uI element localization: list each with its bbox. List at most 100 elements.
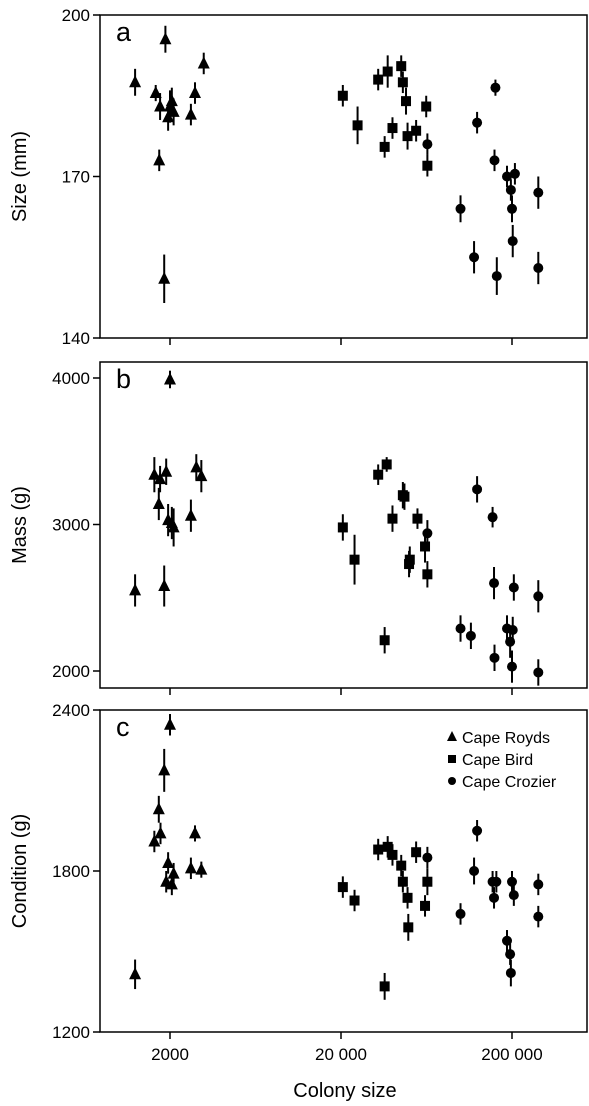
data-point — [422, 139, 433, 150]
y-tick-label: 2000 — [52, 662, 90, 681]
legend-label: Cape Royds — [462, 730, 550, 747]
data-point — [420, 900, 431, 911]
data-point — [381, 459, 392, 470]
data-point — [129, 75, 142, 88]
data-point — [129, 967, 142, 980]
y-tick-label: 2400 — [52, 701, 90, 720]
data-point — [167, 866, 180, 879]
data-point — [403, 922, 414, 933]
series-cape-bird — [337, 457, 433, 654]
data-point — [402, 892, 413, 903]
series-cape-crozier — [422, 79, 544, 295]
data-point — [489, 892, 500, 903]
data-point — [160, 464, 173, 477]
data-point — [373, 844, 384, 855]
legend: Cape Royds Cape Bird Cape Crozier — [447, 730, 557, 791]
data-point — [411, 847, 422, 858]
y-tick-label: 170 — [62, 168, 90, 187]
data-point — [349, 554, 360, 565]
data-point — [195, 862, 208, 875]
y-tick-label: 4000 — [52, 369, 90, 388]
y-axis-title: Mass (g) — [9, 486, 31, 564]
data-point — [184, 107, 197, 120]
data-point — [188, 826, 201, 839]
data-point — [154, 826, 167, 839]
x-tick-label: 20 000 — [315, 1045, 367, 1064]
data-point — [421, 101, 432, 112]
y-axis-title: Condition (g) — [9, 814, 31, 929]
data-point — [422, 852, 433, 863]
panel-b: b 2000 3000 4000 Mass (g) — [9, 361, 588, 695]
data-point — [397, 876, 408, 887]
data-point — [382, 66, 393, 77]
data-point — [152, 802, 165, 815]
legend-marker — [448, 755, 456, 763]
data-point — [373, 74, 384, 85]
data-point — [422, 876, 433, 887]
data-point — [507, 236, 518, 247]
data-point — [508, 890, 519, 901]
panel-a: a 140 170 200 Size (mm) — [9, 6, 588, 348]
data-point — [507, 876, 517, 887]
y-tick-label: 140 — [62, 329, 90, 348]
y-tick-label: 1800 — [52, 862, 90, 881]
data-point — [159, 32, 172, 45]
data-point — [387, 123, 398, 134]
legend-label: Cape Crozier — [462, 774, 557, 791]
data-point — [465, 630, 476, 641]
data-point — [165, 94, 178, 107]
y-tick-label: 3000 — [52, 516, 90, 535]
y-tick-label: 200 — [62, 6, 90, 25]
data-point — [509, 168, 520, 179]
data-point — [472, 825, 483, 836]
data-point — [455, 623, 466, 634]
y-axis-title: Size (mm) — [9, 131, 31, 222]
series-cape-royds — [129, 25, 210, 304]
data-point — [154, 472, 167, 485]
data-point — [165, 877, 178, 890]
data-point — [420, 541, 431, 552]
data-point — [387, 849, 398, 860]
data-point — [337, 90, 348, 101]
legend-marker — [447, 731, 457, 741]
data-point — [379, 635, 390, 646]
data-point — [167, 520, 180, 533]
data-point — [507, 203, 517, 214]
data-point — [129, 583, 142, 596]
legend-item: Cape Crozier — [448, 774, 557, 791]
panel-letter: a — [116, 17, 132, 47]
data-point — [489, 578, 500, 589]
data-point — [373, 469, 384, 480]
series-cape-crozier — [422, 820, 544, 987]
data-point — [158, 271, 171, 284]
legend-item: Cape Bird — [448, 752, 533, 769]
data-point — [508, 582, 519, 593]
data-point — [533, 591, 544, 602]
data-point — [337, 882, 348, 893]
data-point — [387, 513, 398, 524]
legend-item: Cape Royds — [447, 730, 550, 747]
data-point — [152, 496, 165, 509]
data-point — [184, 508, 197, 521]
data-point — [472, 117, 483, 128]
data-point — [422, 569, 433, 580]
series-cape-bird — [337, 55, 433, 177]
data-point — [490, 82, 501, 93]
data-point — [148, 467, 161, 480]
x-tick-label: 2000 — [151, 1045, 189, 1064]
data-point — [505, 949, 516, 960]
data-point — [469, 252, 480, 263]
data-point — [164, 372, 176, 385]
chart-panels: a 140 170 200 Size (mm) b 2000 3000 4000 Mass (g)… — [9, 6, 588, 1064]
data-point — [154, 99, 167, 112]
legend-label: Cape Bird — [462, 752, 533, 769]
data-point — [337, 522, 348, 533]
data-point — [382, 841, 393, 852]
series-cape-crozier — [422, 476, 544, 686]
data-point — [489, 652, 500, 663]
data-point — [397, 77, 408, 88]
data-point — [455, 203, 466, 214]
data-point — [412, 513, 423, 524]
panel-letter: c — [116, 712, 130, 742]
